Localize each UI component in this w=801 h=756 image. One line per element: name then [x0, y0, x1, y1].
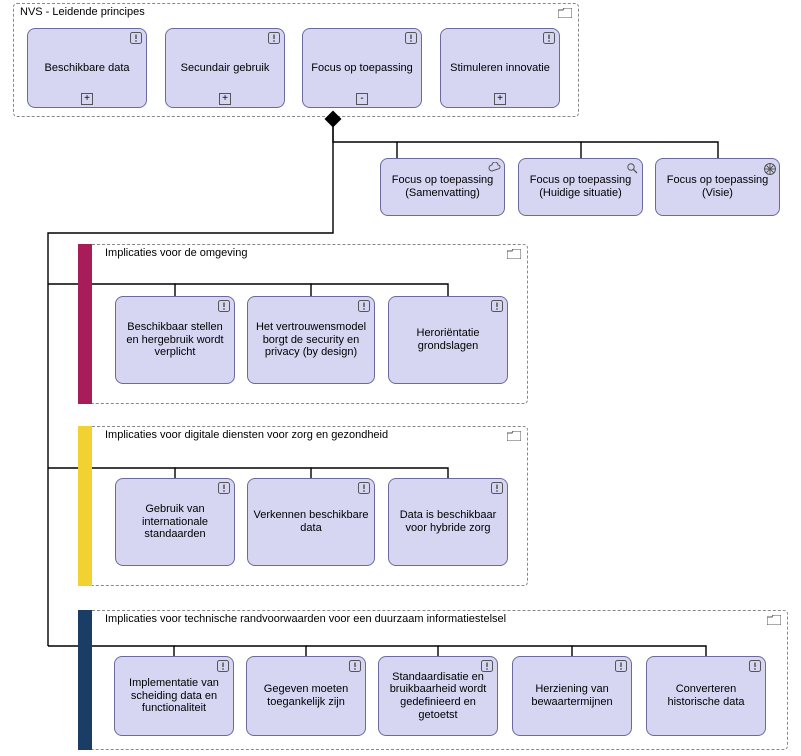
- bang-icon: [218, 482, 230, 494]
- node-label: Focus op toepassing (Huidige situatie): [523, 174, 638, 199]
- diagram-node[interactable]: Gegeven moeten toegankelijk zijn: [246, 656, 366, 736]
- bang-icon: [543, 32, 555, 44]
- node-label: Beschikbaar stellen en hergebruik wordt …: [120, 321, 230, 359]
- diagram-node[interactable]: Verkennen beschikbare data: [247, 478, 375, 566]
- diagram-node[interactable]: Gebruik van internationale standaarden: [115, 478, 235, 566]
- bang-icon: [749, 660, 761, 672]
- search-icon: [626, 162, 638, 174]
- node-label: Focus op toepassing (Visie): [660, 174, 775, 199]
- expand-marker[interactable]: +: [219, 93, 231, 105]
- node-label: Focus op toepassing: [311, 62, 413, 75]
- node-label: Standaardisatie en bruikbaarheid wordt g…: [383, 671, 493, 722]
- diagram-node[interactable]: Standaardisatie en bruikbaarheid wordt g…: [378, 656, 498, 736]
- diagram-node[interactable]: Stimuleren innovatie +: [440, 28, 560, 108]
- diagram-node[interactable]: Heroriëntatie grondslagen: [388, 296, 508, 384]
- bang-icon: [615, 660, 627, 672]
- wheel-icon: [763, 162, 775, 174]
- node-label: Converteren historische data: [651, 683, 761, 708]
- expand-marker[interactable]: +: [81, 93, 93, 105]
- diagram-node[interactable]: Secundair gebruik +: [165, 28, 285, 108]
- diagram-node[interactable]: Focus op toepassing (Huidige situatie): [518, 158, 643, 216]
- bang-icon: [405, 32, 417, 44]
- folder-icon: [507, 249, 521, 259]
- diagram-node[interactable]: Beschikbare data +: [27, 28, 147, 108]
- folder-icon: [767, 615, 781, 625]
- category-color-bar: [78, 610, 92, 750]
- diagram-node[interactable]: Implementatie van scheiding data en func…: [114, 656, 234, 736]
- bang-icon: [268, 32, 280, 44]
- node-label: Data is beschikbaar voor hybride zorg: [393, 509, 503, 534]
- diagram-node[interactable]: Converteren historische data: [646, 656, 766, 736]
- node-label: Stimuleren innovatie: [450, 62, 550, 75]
- node-label: Beschikbare data: [45, 62, 130, 75]
- diagram-node[interactable]: Focus op toepassing -: [302, 28, 422, 108]
- bang-icon: [358, 300, 370, 312]
- category-color-bar: [78, 244, 92, 404]
- bang-icon: [358, 482, 370, 494]
- bang-icon: [130, 32, 142, 44]
- collapse-marker[interactable]: -: [356, 93, 368, 105]
- node-label: Het vertrouwensmodel borgt de security e…: [252, 321, 370, 359]
- diagram-node[interactable]: Focus op toepassing (Visie): [655, 158, 780, 216]
- expand-marker[interactable]: +: [494, 93, 506, 105]
- bang-icon: [491, 482, 503, 494]
- bang-icon: [481, 660, 493, 672]
- category-color-bar: [78, 426, 92, 586]
- group-label: NVS - Leidende principes: [20, 6, 145, 18]
- node-label: Verkennen beschikbare data: [252, 509, 370, 534]
- diagram-node[interactable]: Het vertrouwensmodel borgt de security e…: [247, 296, 375, 384]
- folder-icon: [558, 8, 572, 18]
- node-label: Gebruik van internationale standaarden: [120, 503, 230, 541]
- node-label: Focus op toepassing (Samenvatting): [385, 174, 500, 199]
- node-label: Secundair gebruik: [181, 62, 270, 75]
- diagram-node[interactable]: Beschikbaar stellen en hergebruik wordt …: [115, 296, 235, 384]
- diagram-node[interactable]: Data is beschikbaar voor hybride zorg: [388, 478, 508, 566]
- group-label: Implicaties voor technische randvoorwaar…: [105, 613, 506, 625]
- node-label: Implementatie van scheiding data en func…: [119, 677, 229, 715]
- bang-icon: [349, 660, 361, 672]
- node-label: Gegeven moeten toegankelijk zijn: [251, 683, 361, 708]
- bang-icon: [218, 300, 230, 312]
- node-label: Herziening van bewaartermijnen: [517, 683, 627, 708]
- group-label: Implicaties voor digitale diensten voor …: [105, 429, 388, 441]
- diagram-node[interactable]: Herziening van bewaartermijnen: [512, 656, 632, 736]
- cloud-icon: [488, 162, 500, 174]
- diagram-node[interactable]: Focus op toepassing (Samenvatting): [380, 158, 505, 216]
- bang-icon: [217, 660, 229, 672]
- node-label: Heroriëntatie grondslagen: [393, 327, 503, 352]
- group-label: Implicaties voor de omgeving: [105, 247, 247, 259]
- bang-icon: [491, 300, 503, 312]
- folder-icon: [507, 431, 521, 441]
